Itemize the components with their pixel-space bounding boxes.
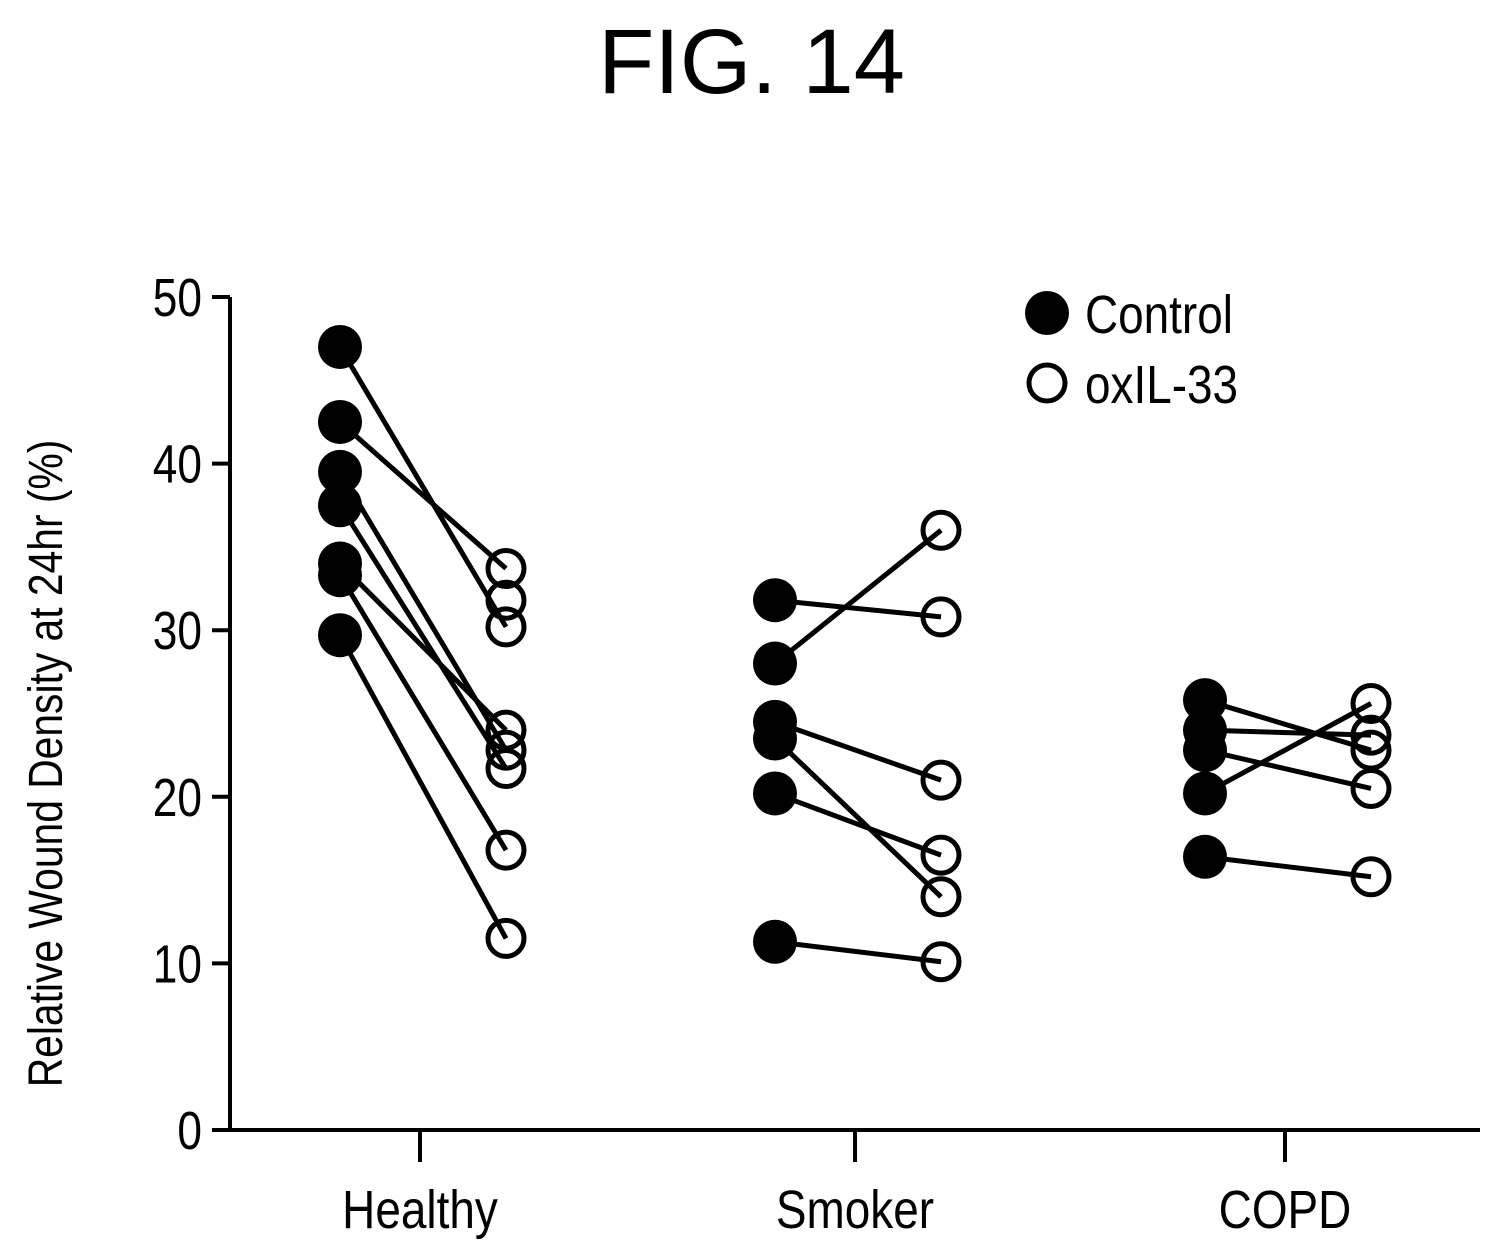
pair-line: [1204, 727, 1372, 738]
oxil33-point: [485, 579, 527, 621]
legend-oxil33-marker: [1026, 362, 1068, 404]
y-tick-label: 10: [153, 934, 202, 994]
legend-oxil33-label: oxIL-33: [1085, 355, 1238, 415]
pair-line: [774, 597, 942, 620]
pair-line: [1204, 697, 1372, 753]
control-point: [318, 553, 362, 598]
x-tick-label-healthy: Healthy: [342, 1180, 498, 1240]
oxil33-point: [485, 917, 527, 959]
oxil33-point: [920, 509, 962, 551]
control-point: [753, 578, 797, 623]
pair-line: [337, 573, 509, 852]
oxil33-point: [1350, 714, 1392, 756]
oxil33-point: [485, 606, 527, 648]
pair-line: [773, 736, 943, 899]
pair-line: [774, 719, 942, 783]
pair-line: [337, 345, 509, 629]
pair-line: [1203, 701, 1373, 796]
control-point: [318, 613, 362, 658]
pair-line: [774, 939, 942, 965]
y-tick-label: 20: [153, 768, 202, 828]
oxil33-point: [920, 759, 962, 801]
y-tick-label: 50: [153, 268, 202, 328]
y-tick-label: 40: [153, 434, 202, 494]
y-tick-label: 30: [153, 601, 202, 661]
control-point: [1183, 771, 1227, 816]
control-point: [318, 449, 362, 494]
oxil33-point: [485, 548, 527, 590]
oxil33-point: [1350, 767, 1392, 809]
control-point: [1183, 728, 1227, 773]
control-point: [753, 716, 797, 761]
pair-line: [773, 528, 943, 666]
pair-line: [774, 791, 942, 858]
x-tick-label-copd: COPD: [1219, 1180, 1352, 1240]
y-axis-label: Relative Wound Density at 24hr (%): [20, 440, 73, 1088]
oxil33-point: [920, 876, 962, 918]
oxil33-point: [1350, 683, 1392, 725]
control-point: [318, 324, 362, 369]
pair-line: [1204, 747, 1372, 791]
x-tick-label-smoker: Smoker: [776, 1180, 934, 1240]
pair-line: [1204, 854, 1372, 880]
pair-line: [337, 633, 509, 940]
y-tick-label: 0: [177, 1101, 202, 1161]
oxil33-point: [920, 596, 962, 638]
control-point: [1183, 834, 1227, 879]
oxil33-point: [485, 709, 527, 751]
control-point: [318, 399, 362, 444]
oxil33-point: [920, 834, 962, 876]
control-point: [753, 771, 797, 816]
figure-title: FIG. 14: [598, 11, 905, 113]
legend-control-marker: [1025, 291, 1069, 335]
pair-line: [338, 420, 508, 571]
oxil33-point: [1350, 856, 1392, 898]
control-point: [318, 483, 362, 528]
control-point: [753, 919, 797, 964]
oxil33-point: [485, 829, 527, 871]
oxil33-point: [485, 729, 527, 771]
control-point: [753, 641, 797, 686]
oxil33-point: [920, 941, 962, 983]
pair-line: [337, 503, 509, 770]
pair-line: [338, 561, 508, 732]
legend-control-label: Control: [1085, 285, 1233, 345]
